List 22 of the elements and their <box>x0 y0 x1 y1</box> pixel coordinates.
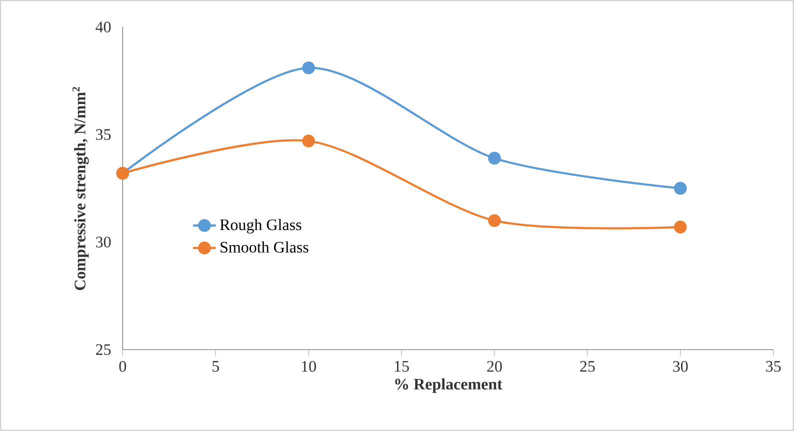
y-tick-label: 40 <box>96 22 111 32</box>
point <box>674 182 687 195</box>
x-tick-label: 30 <box>673 361 688 372</box>
x-tick-label: 25 <box>580 361 595 372</box>
x-tick-label: 20 <box>487 361 502 372</box>
point <box>302 134 315 148</box>
y-tick-label: 35 <box>96 129 111 140</box>
legend-label: Smooth Glass <box>220 241 308 253</box>
y-axis-title: Compressive strength, N/mm$^{2}$ <box>72 86 89 290</box>
point <box>302 61 315 74</box>
y-tick-label: 30 <box>96 236 111 248</box>
point <box>674 220 687 234</box>
x-tick-label: 10 <box>302 361 316 372</box>
x-tick-label: 5 <box>212 361 220 372</box>
x-tick-label: 0 <box>119 361 126 372</box>
x-tick-label: 15 <box>394 361 409 372</box>
x-axis-title: % Replacement <box>395 378 502 393</box>
point <box>488 214 501 227</box>
y-tick-label: 25 <box>96 344 111 356</box>
point <box>488 152 501 165</box>
x-tick-label: 35 <box>766 361 781 372</box>
legend-label: Rough Glass <box>220 218 302 234</box>
